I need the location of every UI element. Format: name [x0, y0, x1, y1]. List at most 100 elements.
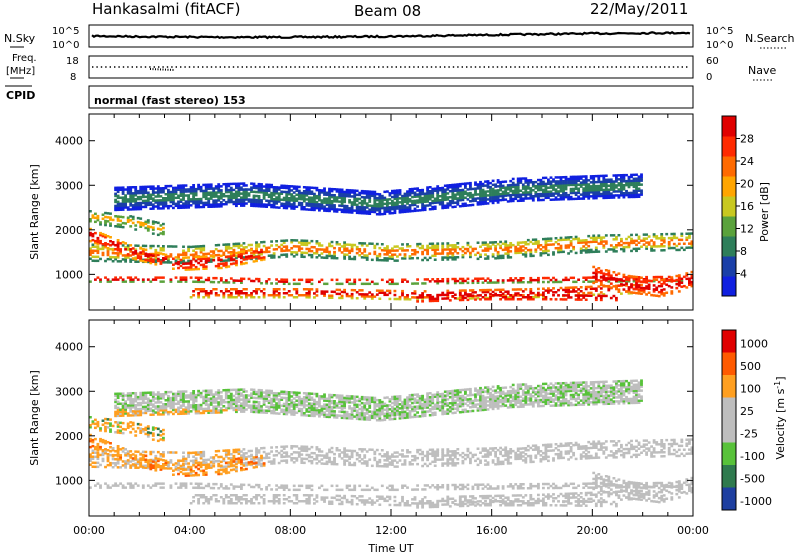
power-cell — [562, 198, 565, 201]
power-cell — [391, 191, 394, 195]
power-cell — [121, 196, 125, 199]
power-cell — [594, 186, 598, 190]
power-cell — [174, 256, 178, 259]
power-cell — [189, 192, 193, 195]
power-cell — [506, 192, 510, 195]
power-cell — [602, 196, 606, 200]
power-cell — [187, 266, 191, 269]
power-cell — [421, 206, 425, 210]
power-cell — [544, 182, 548, 186]
power-cell — [531, 238, 535, 241]
power-cell — [456, 203, 460, 206]
power-cell — [227, 198, 231, 202]
power-cell — [391, 189, 394, 193]
power-cell — [134, 224, 138, 227]
power-cell — [602, 284, 606, 287]
power-cell — [496, 179, 500, 182]
power-cell — [375, 289, 379, 292]
power-cell — [615, 174, 618, 177]
power-cell — [114, 200, 118, 204]
power-cell — [544, 192, 548, 196]
power-cell — [519, 197, 523, 200]
velocity-cell — [476, 457, 480, 461]
velocity-cell — [328, 448, 331, 452]
velocity-cell — [491, 449, 495, 452]
power-cell — [323, 193, 326, 196]
power-cell — [360, 205, 364, 209]
power-cell — [640, 173, 643, 176]
power-cell — [119, 186, 123, 189]
power-cell — [227, 290, 231, 293]
power-cell — [453, 293, 457, 296]
power-cell — [290, 197, 294, 200]
power-cell — [544, 251, 548, 255]
power-cell — [383, 247, 387, 250]
velocity-cell — [290, 453, 294, 456]
power-cell — [625, 241, 628, 245]
power-cell — [275, 196, 279, 199]
power-cell — [403, 192, 407, 196]
power-cell — [557, 288, 560, 292]
power-cell — [96, 240, 100, 244]
velocity-cell — [363, 462, 367, 465]
power-cell — [524, 253, 528, 256]
power-cell — [365, 254, 369, 257]
noise-left-tick-bottom: 10^0 — [52, 40, 79, 51]
frequency-panel: Freq. [MHz] 18 8 60 0 Nave — [6, 53, 776, 83]
power-cell — [378, 211, 382, 214]
power-cell — [398, 247, 402, 250]
power-cell — [313, 292, 316, 295]
power-cell — [101, 217, 105, 220]
power-cell — [630, 275, 633, 278]
velocity-cell — [489, 447, 492, 450]
power-cell — [307, 288, 311, 291]
power-cell — [592, 287, 596, 290]
power-cell — [229, 186, 233, 190]
power-cell — [177, 200, 180, 203]
power-cell — [272, 248, 276, 251]
power-cell — [496, 197, 500, 200]
power-cell — [537, 196, 540, 200]
power-cell — [479, 203, 482, 206]
power-cell — [242, 258, 246, 261]
power-cell — [126, 218, 130, 221]
power-cell — [436, 197, 440, 200]
power-cell — [557, 184, 560, 187]
power-cell — [630, 181, 633, 185]
power-cell — [320, 244, 324, 247]
power-cell — [353, 201, 357, 204]
power-cell — [589, 240, 593, 244]
velocity-cell — [484, 459, 487, 462]
power-cell — [652, 288, 656, 291]
power-cell — [456, 246, 460, 249]
power-cell — [184, 256, 188, 259]
power-cell — [345, 278, 349, 282]
power-cell — [189, 260, 193, 263]
power-cell — [640, 183, 643, 186]
power-cell — [255, 255, 258, 259]
power-cell — [285, 253, 289, 256]
velocity-cell — [179, 459, 183, 462]
power-cell — [458, 298, 462, 302]
power-cell — [134, 252, 138, 255]
velocity-cell — [521, 451, 525, 454]
power-cell — [665, 291, 669, 294]
power-cell — [290, 199, 294, 202]
power-cell — [443, 194, 447, 197]
power-cell — [677, 275, 681, 279]
power-cell — [431, 254, 435, 258]
power-cell — [431, 189, 435, 193]
power-cell — [104, 211, 107, 215]
power-cell — [617, 174, 621, 177]
power-cell — [599, 271, 603, 275]
power-cell — [554, 291, 558, 294]
power-cell — [204, 255, 208, 258]
velocity-cell — [411, 455, 414, 458]
power-cell — [149, 253, 153, 257]
power-cell — [328, 193, 331, 197]
power-cell — [182, 206, 185, 209]
power-cell — [622, 194, 626, 197]
power-cell — [139, 195, 143, 199]
power-cell — [219, 262, 223, 266]
power-cell — [348, 257, 352, 261]
